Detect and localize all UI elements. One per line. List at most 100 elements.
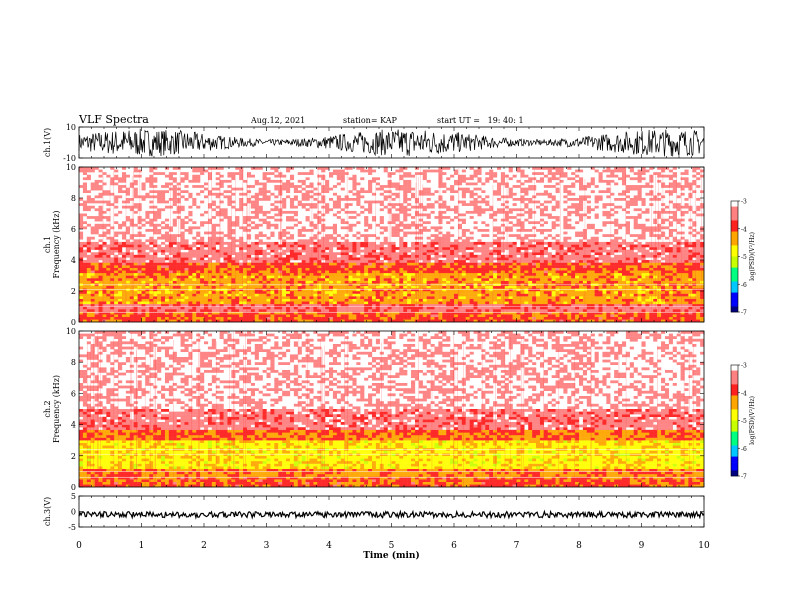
spectrogram-cell — [348, 280, 353, 284]
spectrogram-cell — [442, 285, 447, 289]
spectrogram-cell — [121, 293, 127, 297]
spectrogram-cell — [536, 270, 541, 274]
spectrogram-cell — [364, 316, 369, 320]
spectrogram-cell — [579, 241, 584, 245]
spectrogram-cell — [227, 262, 232, 266]
spectrogram-cell — [387, 272, 392, 276]
spectrogram-cell — [700, 244, 705, 248]
spectrogram-cell — [79, 319, 84, 323]
spectrogram-cell — [383, 306, 388, 310]
spectrogram-cell — [598, 267, 603, 271]
spectrogram-cell — [430, 280, 435, 284]
spectrogram-cell — [114, 265, 119, 268]
spectrogram-cell — [344, 247, 349, 250]
spectrogram-cell — [215, 303, 220, 307]
spectrogram-cell — [329, 291, 334, 294]
spectrogram-cell — [473, 249, 478, 253]
spectrogram-cell — [684, 303, 689, 307]
spectrogram-cell — [680, 285, 685, 289]
spectrogram-cell — [668, 314, 673, 318]
spectrogram-cell — [434, 254, 439, 258]
spectrogram-cell — [426, 244, 431, 248]
spectrogram-cell — [356, 241, 361, 245]
spectrogram-cell — [176, 291, 181, 294]
spectrogram-cell — [637, 288, 642, 292]
spectrogram-cell — [207, 267, 213, 271]
spectrogram-cell — [598, 247, 603, 250]
spectrogram-cell — [649, 262, 654, 266]
spectrogram-cell — [227, 265, 232, 268]
spectrogram-cell — [629, 306, 634, 310]
spectrogram-cell — [364, 272, 369, 276]
spectrogram-cell — [450, 262, 455, 266]
spectrogram-cell — [227, 249, 232, 253]
spectrogram-cell — [246, 301, 252, 305]
spectrogram-cell — [118, 249, 123, 253]
spectrogram-cell — [258, 257, 263, 261]
spectrogram-cell — [477, 272, 482, 276]
spectrogram-cell — [286, 270, 291, 274]
spectrogram-cell — [411, 252, 416, 256]
spectrogram-cell — [243, 262, 248, 266]
spectrogram-cell — [243, 257, 248, 261]
spectrogram-cell — [82, 319, 88, 323]
spectrogram-cell — [301, 316, 306, 320]
spectrogram-cell — [114, 278, 119, 281]
spectrogram-cell — [297, 316, 302, 320]
spectrogram-cell — [555, 272, 560, 276]
spectrogram-cell — [649, 309, 654, 312]
spectrogram-cell — [219, 293, 224, 297]
spectrogram-cell — [567, 311, 572, 315]
spectrogram-cell — [360, 260, 365, 263]
spectrogram-cell — [649, 296, 654, 299]
spectrogram-cell — [532, 285, 537, 289]
spectrogram-cell — [293, 314, 298, 318]
spectrogram-cell — [621, 267, 627, 271]
spectrogram-cell — [579, 311, 584, 315]
spectrogram-cell — [653, 291, 658, 294]
spectrogram-cell — [309, 260, 314, 263]
spectrogram-cell — [180, 306, 185, 310]
spectrogram-cell — [563, 296, 568, 299]
spectrogram-cell — [289, 241, 295, 245]
spectrogram-cell — [414, 275, 420, 279]
spectrogram-cell — [379, 285, 384, 289]
spectrogram-cell — [86, 293, 91, 297]
spectrogram-cell — [528, 252, 533, 256]
spectrogram-cell — [219, 249, 224, 253]
spectrogram-cell — [438, 319, 443, 323]
spectrogram-cell — [637, 247, 642, 250]
spectrogram-cell — [434, 265, 439, 268]
spectrogram-cell — [114, 275, 119, 279]
spectrogram-cell — [672, 280, 677, 284]
spectrogram-cell — [536, 296, 541, 299]
spectrogram-cell — [536, 267, 541, 271]
spectrogram-cell — [434, 316, 439, 320]
spectrogram-cell — [426, 296, 431, 299]
spectrogram-cell — [325, 254, 330, 258]
spectrogram-cell — [184, 309, 189, 312]
spectrogram-cell — [551, 272, 556, 276]
spectrogram-cell — [661, 244, 666, 248]
spectrogram-cell — [403, 309, 408, 312]
spectrogram-cell — [387, 254, 392, 258]
spectrogram-cell — [637, 262, 642, 266]
spectrogram-cell — [532, 252, 537, 256]
spectrogram-cell — [336, 267, 341, 271]
spectrogram-cell — [332, 278, 338, 281]
spectrogram-cell — [282, 270, 287, 274]
spectrogram-cell — [598, 252, 603, 256]
spectrogram-cell — [204, 270, 209, 274]
spectrogram-cell — [215, 311, 220, 315]
spectrogram-cell — [270, 267, 275, 271]
spectrogram-cell — [657, 319, 662, 323]
spectrogram-cell — [86, 316, 91, 320]
spectrogram-cell — [633, 239, 638, 243]
spectrogram-cell — [637, 296, 642, 299]
spectrogram-cell — [196, 249, 201, 253]
spectrogram-cell — [94, 252, 99, 256]
spectrogram-cell — [461, 252, 466, 256]
spectrogram-cell — [278, 311, 283, 315]
spectrogram-cell — [161, 236, 166, 240]
spectrogram-cell — [454, 254, 459, 258]
